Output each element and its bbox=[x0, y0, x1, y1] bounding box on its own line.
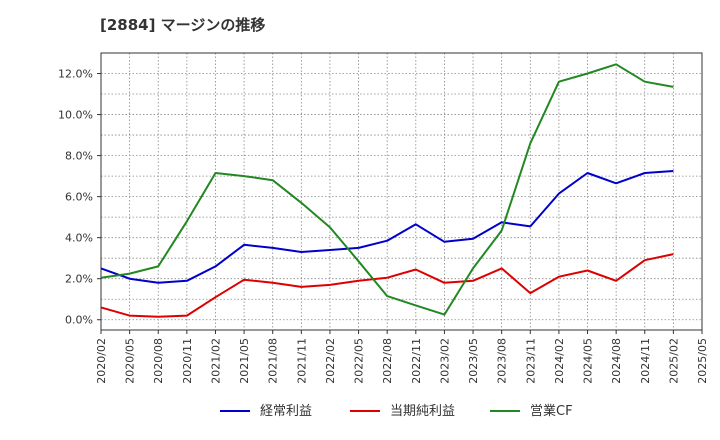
x-tick-label: 2020/02 bbox=[95, 338, 108, 384]
x-tick-label: 2024/11 bbox=[639, 338, 652, 384]
series-line bbox=[100, 170, 674, 284]
x-tick-label: 2021/08 bbox=[267, 338, 280, 384]
legend-label: 当期純利益 bbox=[390, 404, 455, 419]
x-tick-label: 2020/05 bbox=[124, 338, 137, 384]
x-tick-label: 2023/05 bbox=[467, 338, 480, 384]
x-tick-label: 2020/11 bbox=[181, 338, 194, 384]
y-tick-label: 12.0% bbox=[58, 68, 93, 81]
y-tick-label: 4.0% bbox=[65, 232, 93, 245]
x-tick-label: 2022/05 bbox=[353, 338, 366, 384]
x-tick-label: 2023/08 bbox=[496, 338, 509, 384]
plot-border bbox=[100, 52, 703, 331]
series-line bbox=[100, 253, 674, 318]
x-tick-label: 2025/05 bbox=[696, 338, 709, 384]
grid-layer bbox=[101, 52, 702, 330]
legend-label: 経常利益 bbox=[260, 404, 312, 419]
legend-label: 営業CF bbox=[530, 403, 573, 419]
x-tick-label: 2020/08 bbox=[152, 338, 165, 384]
x-tick-label: 2021/11 bbox=[295, 338, 308, 384]
chart-title: [2884] マージンの推移 bbox=[100, 16, 266, 34]
series-layer bbox=[100, 63, 674, 318]
axis-layer: 0.0% 2.0% 4.0% 6.0% 8.0% 10.0% 12.0% 2020/02 202… bbox=[58, 52, 709, 384]
x-tick-label: 2025/02 bbox=[667, 338, 680, 384]
x-tick-label: 2023/11 bbox=[524, 338, 537, 384]
x-tick-label: 2021/02 bbox=[209, 338, 222, 384]
series-line bbox=[100, 63, 674, 316]
legend-layer: 経常利益 当期純利益 営業CF bbox=[220, 403, 573, 419]
y-tick-label: 10.0% bbox=[58, 109, 93, 122]
y-tick-label: 0.0% bbox=[65, 314, 93, 327]
x-tick-label: 2022/11 bbox=[410, 338, 423, 384]
y-tick-label: 6.0% bbox=[65, 191, 93, 204]
x-tick-label: 2023/02 bbox=[438, 338, 451, 384]
x-tick-label: 2024/08 bbox=[610, 338, 623, 384]
x-tick-label: 2022/02 bbox=[324, 338, 337, 384]
y-tick-label: 2.0% bbox=[65, 273, 93, 286]
x-tick-label: 2022/08 bbox=[381, 338, 394, 384]
y-tick-label: 8.0% bbox=[65, 150, 93, 163]
x-tick-label: 2024/05 bbox=[582, 338, 595, 384]
x-tick-label: 2024/02 bbox=[553, 338, 566, 384]
x-tick-label: 2021/05 bbox=[238, 338, 251, 384]
